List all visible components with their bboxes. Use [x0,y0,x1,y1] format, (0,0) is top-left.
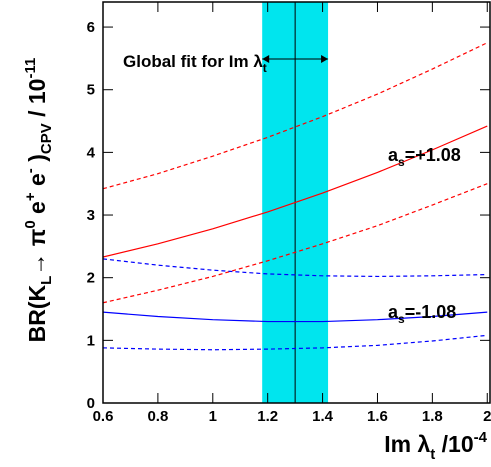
x-tick-label: 1.4 [312,408,334,425]
band-label-part: t [263,61,267,75]
y-label-part: + [22,192,39,201]
x-tick-label: 0.8 [147,408,168,425]
x-tick-label: 0.6 [93,408,114,425]
y-tick-label: 4 [87,144,96,161]
arrow-head [262,55,329,63]
annotation-part: a [388,302,399,322]
annotation-part: a [388,145,399,165]
curve [102,42,488,190]
y-label-part: → π [24,229,50,276]
plot-area: 0.6 0.8 1 1.2 1.4 1.6 1.8 2 0 1 2 3 4 5 6 [87,1,491,425]
annotation: as=+1.08 [388,145,461,169]
curve [102,258,488,278]
y-tick-label: 6 [87,19,95,36]
y-label-part: ) [24,154,50,168]
annotation-part: s [398,312,405,326]
band-label-part: Global fit for Im λ [123,52,263,71]
band-label: Global fit for Im λt [123,52,267,75]
curve [102,311,488,323]
y-label-part: L [38,276,55,285]
y-axis-label: BR(KL→ π0 e+ e- )CPV / 10-11 [22,58,55,343]
y-label-part: e [24,201,50,220]
x-label-part: /10 [435,431,473,457]
y-tick-label: 1 [87,332,95,349]
y-label-part: -11 [22,58,39,79]
y-label-part: - [22,168,39,173]
annotation-part: =-1.08 [405,302,457,322]
x-tick-label: 1.8 [422,408,443,425]
x-tick-label: 2 [483,408,491,425]
x-tick-label: 1 [209,408,217,425]
x-label-part: t [430,446,435,463]
annotation-part: s [398,155,405,169]
y-tick-label: 0 [87,395,95,412]
y-tick-label: 3 [87,207,95,224]
frame [102,1,491,404]
x-axis-label: Im λt /10-4 [384,429,487,463]
y-label-part: e [24,173,50,192]
y-label-part: CPV [38,123,55,154]
curve [102,334,488,351]
x-label-part: -4 [474,429,488,446]
y-label-part: 0 [22,220,39,228]
y-tick-label: 2 [87,270,95,287]
y-label-part: BR(K [24,284,50,342]
annotation: as=-1.08 [388,302,456,326]
annotation-part: =+1.08 [405,145,461,165]
y-label-part: / 10 [24,79,50,124]
x-tick-label: 1.6 [367,408,388,425]
curve [102,125,488,258]
x-tick-label: 1.2 [257,408,278,425]
x-label-part: Im λ [384,431,430,457]
curve [102,183,488,304]
y-tick-label: 5 [87,82,95,99]
